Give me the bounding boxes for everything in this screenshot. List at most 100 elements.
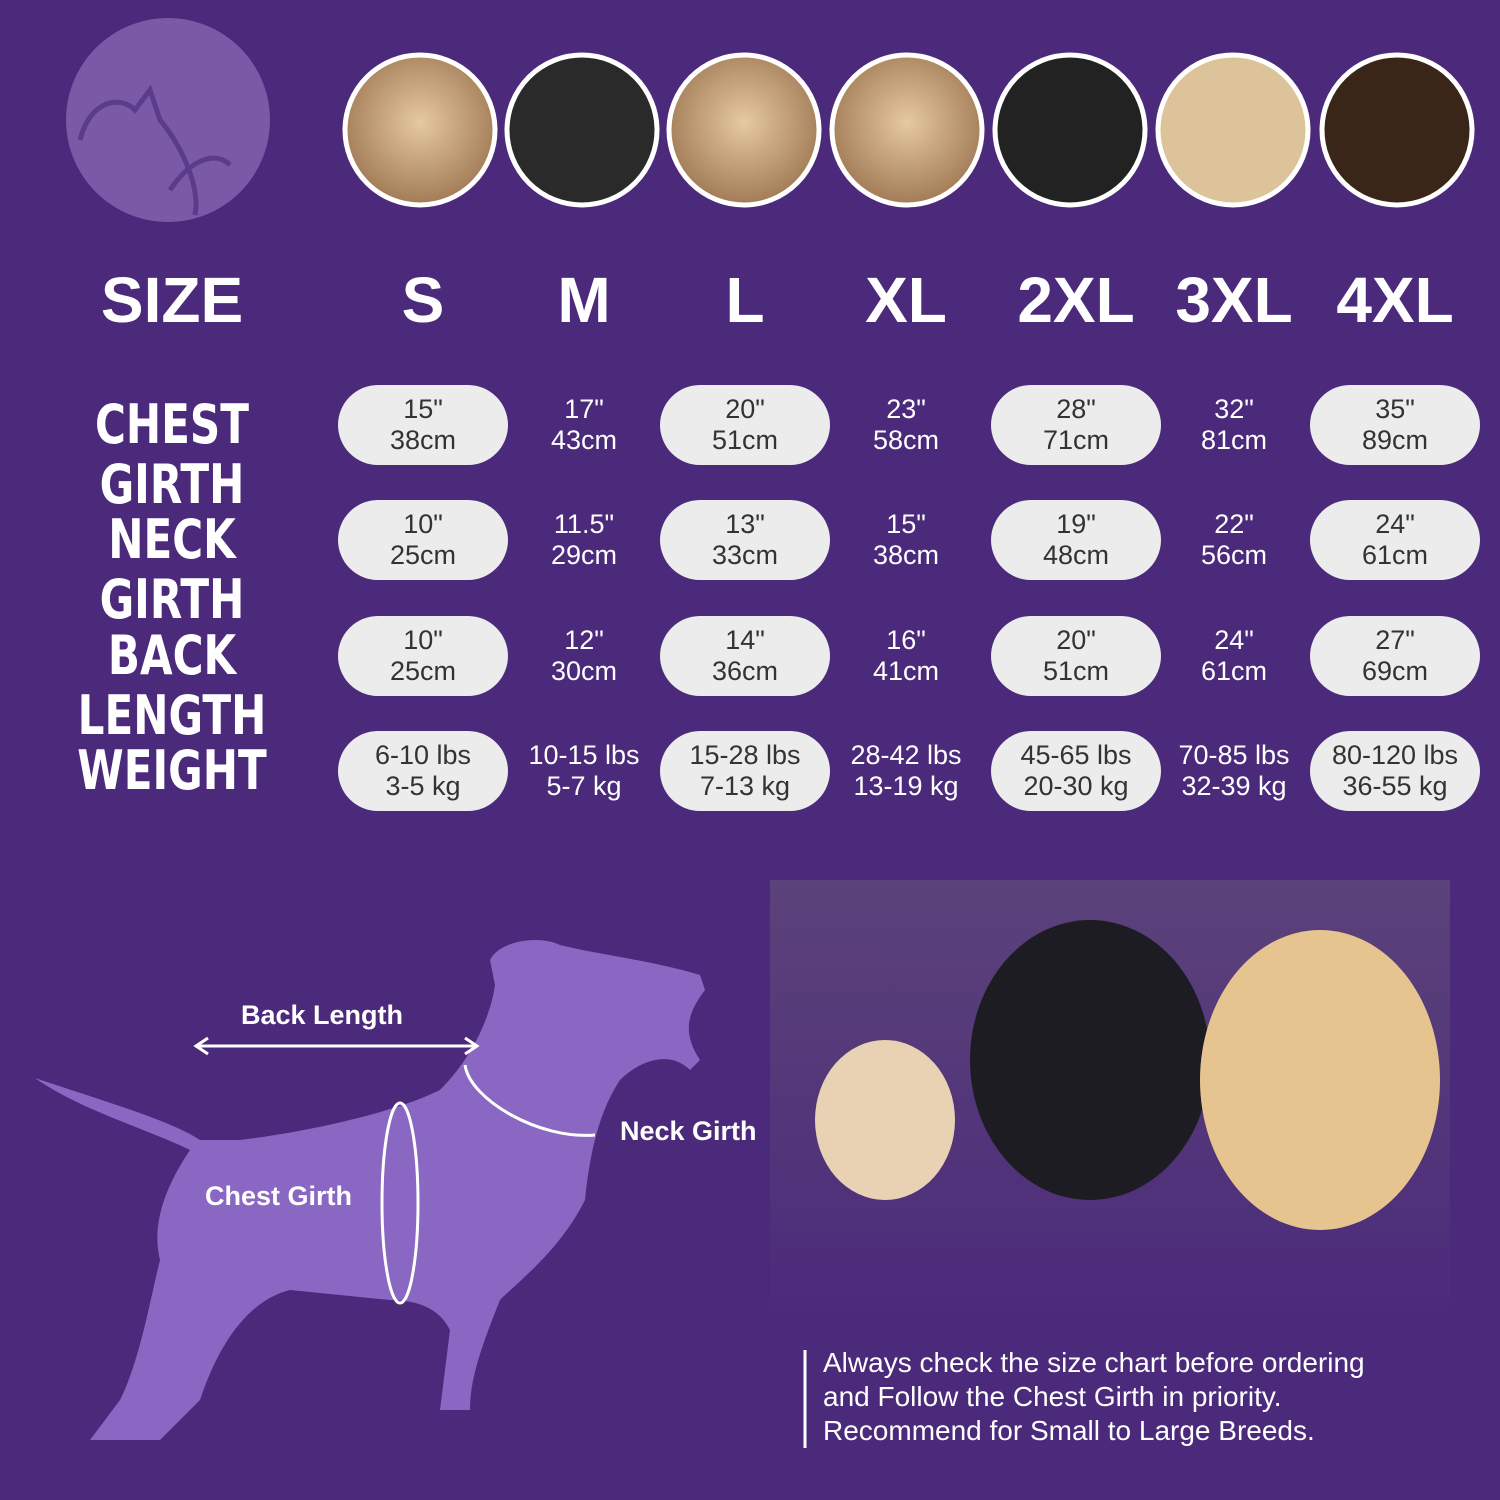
row-label: CHEST GIRTH — [94, 393, 250, 516]
cell-text: 28" — [1056, 394, 1096, 424]
cell-text: 23" — [886, 394, 926, 424]
cell-text: 25cm — [389, 540, 457, 570]
cell-text: 20" — [725, 394, 765, 424]
chest-ring — [380, 1101, 420, 1305]
cell-text: 38cm — [389, 425, 457, 455]
logo — [66, 18, 270, 222]
cell-text: 33cm — [711, 540, 779, 570]
cell-text: 15" — [886, 509, 926, 539]
cell-text: 20" — [1056, 625, 1096, 655]
cell-text: 15-28 lbs — [689, 740, 801, 770]
dogs-photo — [770, 880, 1450, 1320]
cell-text: 14" — [725, 625, 765, 655]
row-label: NECK GIRTH — [99, 508, 245, 631]
cell-text: 13" — [725, 509, 765, 539]
cell-text: 28-42 lbs — [850, 740, 962, 770]
cell-text: 38cm — [872, 540, 940, 570]
size-heading: SIZE — [100, 264, 244, 336]
size-label: XL — [865, 264, 947, 336]
cell-text: 89cm — [1361, 425, 1429, 455]
size-cell: 13" 33cm — [660, 500, 830, 580]
size-cell: 15" 38cm — [821, 500, 991, 580]
cell-text: 6-10 lbs — [374, 740, 472, 770]
cell-text: 17" — [564, 394, 604, 424]
size-cell: 14" 36cm — [660, 616, 830, 696]
cell-text: 35" — [1375, 394, 1415, 424]
size-label: 4XL — [1336, 264, 1454, 336]
size-cell: 16" 41cm — [821, 616, 991, 696]
size-cell: 24" 61cm — [1310, 500, 1480, 580]
cell-text: 19" — [1056, 509, 1096, 539]
cell-text: 56cm — [1200, 540, 1268, 570]
size-cell: 20" 51cm — [991, 616, 1161, 696]
cell-text: 10" — [403, 625, 443, 655]
size-cell: 20" 51cm — [660, 385, 830, 465]
size-cell: 17" 43cm — [499, 385, 669, 465]
cell-text: 24" — [1375, 509, 1415, 539]
row-label: WEIGHT — [77, 739, 267, 802]
size-cell: 11.5" 29cm — [499, 500, 669, 580]
cell-text: 30cm — [550, 656, 618, 686]
neck-ring — [463, 1064, 596, 1137]
cell-text: 32" — [1214, 394, 1254, 424]
size-cell: 80-120 lbs 36-55 kg — [1310, 731, 1480, 811]
cell-text: 13-19 kg — [853, 771, 959, 801]
cell-text: 32-39 kg — [1181, 771, 1287, 801]
dog-silhouette — [35, 940, 705, 1440]
row-label: BACK LENGTH — [77, 624, 267, 747]
size-cell: 45-65 lbs 20-30 kg — [991, 731, 1161, 811]
breed-photos — [342, 52, 1475, 208]
cell-text: 51cm — [1042, 656, 1110, 686]
size-label: 2XL — [1017, 264, 1135, 336]
cell-text: 69cm — [1361, 656, 1429, 686]
size-cell: 12" 30cm — [499, 616, 669, 696]
size-cell: 10" 25cm — [338, 500, 508, 580]
size-cell: 28-42 lbs 13-19 kg — [821, 731, 991, 811]
size-cell: 10-15 lbs 5-7 kg — [499, 731, 669, 811]
cell-text: 80-120 lbs — [1331, 740, 1459, 770]
size-label: 3XL — [1175, 264, 1293, 336]
size-cell: 23" 58cm — [821, 385, 991, 465]
cell-text: 43cm — [550, 425, 618, 455]
size-cell: 70-85 lbs 32-39 kg — [1149, 731, 1319, 811]
cell-text: 51cm — [711, 425, 779, 455]
cell-text: 45-65 lbs — [1020, 740, 1132, 770]
cell-text: 29cm — [550, 540, 618, 570]
cell-text: 36-55 kg — [1342, 771, 1448, 801]
size-cell: 19" 48cm — [991, 500, 1161, 580]
cell-text: 7-13 kg — [699, 771, 791, 801]
cell-text: 10-15 lbs — [528, 740, 640, 770]
note-line: Always check the size chart before order… — [823, 1347, 1365, 1378]
size-cell: 6-10 lbs 3-5 kg — [338, 731, 508, 811]
size-cell: 32" 81cm — [1149, 385, 1319, 465]
cell-text: 27" — [1375, 625, 1415, 655]
cell-text: 81cm — [1200, 425, 1268, 455]
cell-text: 71cm — [1042, 425, 1110, 455]
size-cell: 27" 69cm — [1310, 616, 1480, 696]
note-line: Recommend for Small to Large Breeds. — [823, 1415, 1315, 1446]
note-line: and Follow the Chest Girth in priority. — [823, 1381, 1282, 1412]
cell-text: 22" — [1214, 509, 1254, 539]
cell-text: 15" — [403, 394, 443, 424]
cell-text: 36cm — [711, 656, 779, 686]
back-length-label: Back Length — [241, 1000, 404, 1030]
cell-text: 11.5" — [553, 509, 615, 539]
size-cell: 28" 71cm — [991, 385, 1161, 465]
size-cell: 15" 38cm — [338, 385, 508, 465]
cell-text: 5-7 kg — [546, 771, 622, 801]
cell-text: 25cm — [389, 656, 457, 686]
logo-icon — [77, 84, 232, 216]
cell-text: 58cm — [872, 425, 940, 455]
size-label: M — [557, 264, 611, 336]
cell-text: 61cm — [1200, 656, 1268, 686]
cell-text: 48cm — [1042, 540, 1110, 570]
cell-text: 41cm — [872, 656, 940, 686]
size-cell: 24" 61cm — [1149, 616, 1319, 696]
chest-girth-label: Chest Girth — [205, 1181, 353, 1211]
size-cell: 10" 25cm — [338, 616, 508, 696]
cell-text: 12" — [564, 625, 604, 655]
size-label: S — [401, 264, 445, 336]
cell-text: 16" — [886, 625, 926, 655]
